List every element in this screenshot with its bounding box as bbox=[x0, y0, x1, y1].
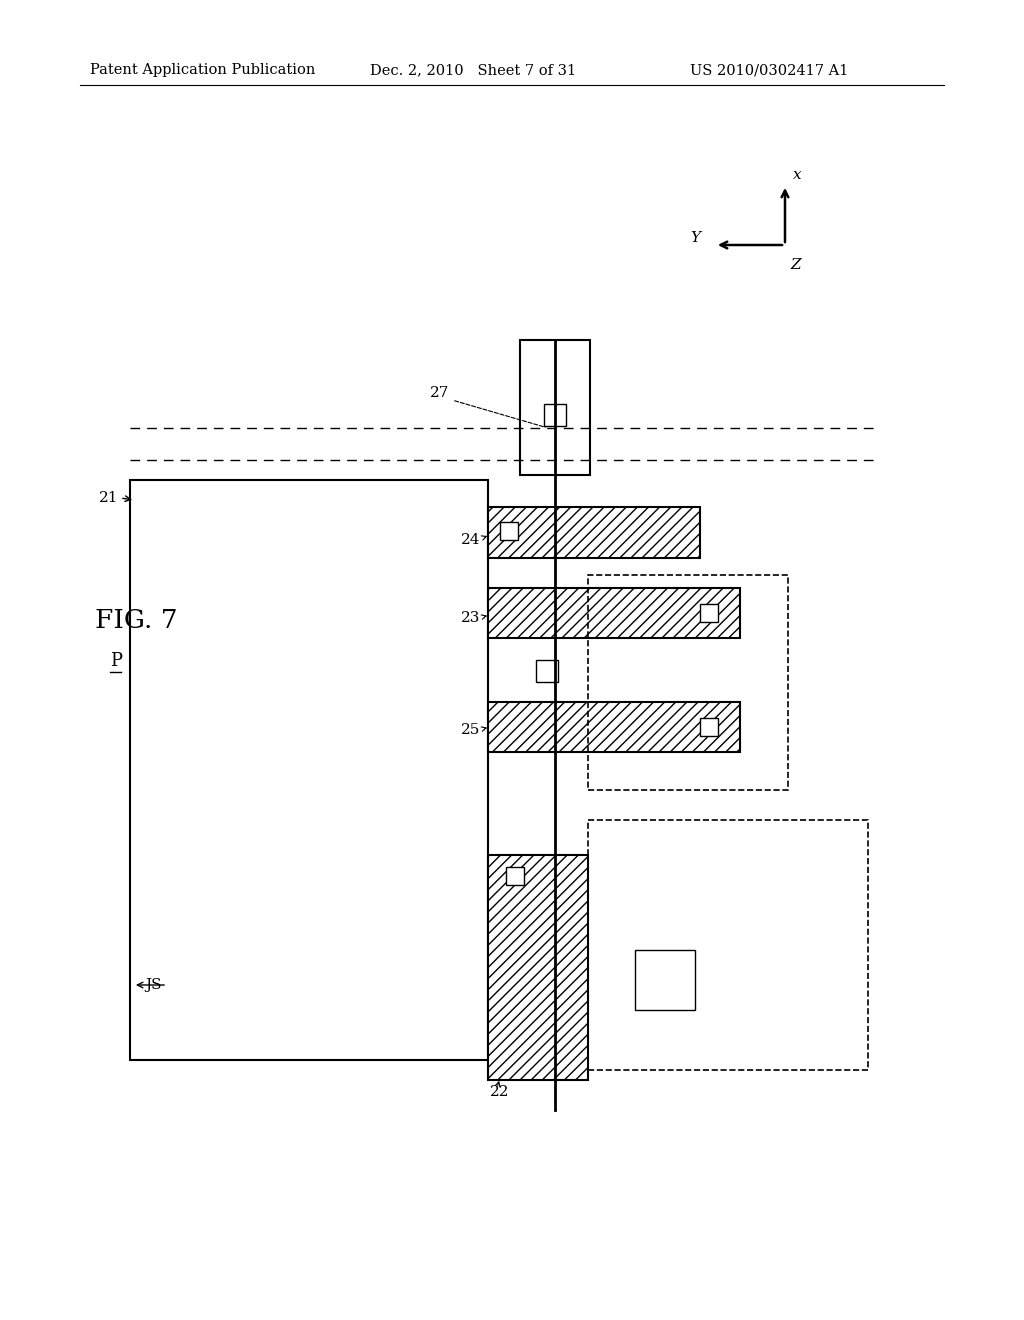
Bar bbox=[488, 702, 740, 752]
Text: 25: 25 bbox=[461, 723, 480, 737]
Text: 23: 23 bbox=[461, 611, 480, 624]
Bar bbox=[544, 404, 566, 426]
Bar bbox=[588, 576, 788, 789]
Text: Dec. 2, 2010   Sheet 7 of 31: Dec. 2, 2010 Sheet 7 of 31 bbox=[370, 63, 577, 77]
Bar bbox=[536, 660, 558, 682]
Text: FIG. 7: FIG. 7 bbox=[95, 607, 177, 632]
Text: 21: 21 bbox=[98, 491, 118, 506]
Text: P: P bbox=[110, 652, 122, 671]
Text: Z: Z bbox=[790, 257, 801, 272]
Bar bbox=[488, 587, 740, 638]
Bar bbox=[635, 950, 695, 1010]
Bar bbox=[700, 605, 718, 622]
Text: Patent Application Publication: Patent Application Publication bbox=[90, 63, 315, 77]
Text: 24: 24 bbox=[461, 533, 480, 546]
Bar bbox=[506, 867, 524, 884]
Bar bbox=[520, 341, 590, 475]
Bar bbox=[700, 718, 718, 737]
Text: Y: Y bbox=[690, 231, 700, 246]
Bar bbox=[588, 820, 868, 1071]
Bar bbox=[500, 521, 518, 540]
Text: 22: 22 bbox=[490, 1085, 510, 1100]
Text: x: x bbox=[793, 168, 802, 182]
Text: US 2010/0302417 A1: US 2010/0302417 A1 bbox=[690, 63, 848, 77]
Bar bbox=[130, 480, 488, 1060]
Text: JS: JS bbox=[145, 978, 162, 993]
Bar bbox=[488, 855, 588, 1080]
Text: 27: 27 bbox=[430, 385, 450, 400]
Bar bbox=[488, 507, 700, 558]
